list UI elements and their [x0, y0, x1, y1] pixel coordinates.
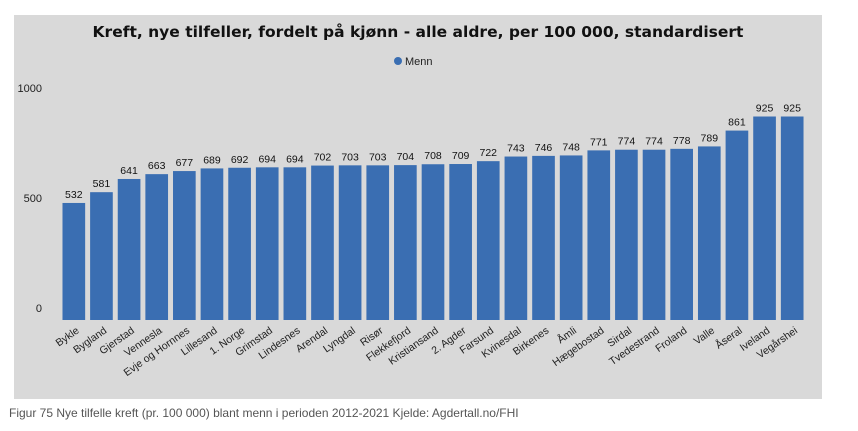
data-label: 925: [756, 103, 774, 115]
data-label: 694: [286, 153, 304, 165]
bar: [559, 155, 583, 320]
y-axis: 0 500 1000: [18, 83, 42, 315]
bars: [62, 116, 804, 320]
bar: [587, 150, 611, 320]
bar: [366, 165, 390, 320]
bar: [753, 116, 776, 320]
y-tick-label: 1000: [18, 83, 42, 95]
legend-label: Menn: [405, 56, 433, 68]
data-label: 703: [341, 151, 359, 163]
value-labels: 532 581 641 663 677 689 692 694 694 702 703 703 704 7…: [65, 103, 801, 201]
data-label: 692: [231, 154, 249, 166]
bar-chart: Kreft, nye tilfeller, fordelt på kjønn -…: [18, 22, 804, 379]
data-label: 746: [535, 142, 553, 154]
data-label: 703: [369, 151, 387, 163]
data-label: 708: [424, 150, 442, 162]
data-label: 778: [673, 135, 691, 147]
data-label: 641: [120, 165, 138, 177]
bar: [62, 202, 86, 320]
bar: [200, 168, 224, 320]
bar: [283, 167, 307, 320]
data-label: 694: [258, 153, 276, 165]
figure-caption: Figur 75 Nye tilfelle kreft (pr. 100 000…: [9, 406, 519, 420]
data-label: 663: [148, 160, 166, 172]
y-tick-label: 0: [36, 303, 42, 315]
bar: [117, 178, 141, 320]
data-label: 774: [618, 136, 636, 148]
data-label: 581: [93, 178, 111, 190]
category-label: Froland: [653, 325, 689, 355]
bar: [780, 116, 804, 320]
bar: [449, 164, 472, 320]
bar: [532, 155, 555, 320]
data-label: 702: [314, 152, 332, 164]
legend-marker: [394, 57, 402, 65]
chart-panel: Kreft, nye tilfeller, fordelt på kjønn -…: [14, 15, 822, 399]
bar: [725, 130, 749, 320]
bar: [670, 148, 693, 320]
bar: [90, 192, 113, 320]
bar: [642, 149, 666, 320]
bar: [173, 171, 196, 320]
data-label: 689: [203, 154, 221, 166]
bar: [697, 146, 721, 320]
data-label: 774: [645, 136, 663, 148]
bar: [145, 174, 169, 320]
data-label: 704: [397, 151, 415, 163]
data-label: 748: [562, 141, 580, 153]
bar: [394, 165, 417, 320]
category-label: Hægebostad: [550, 325, 606, 369]
y-tick-label: 500: [24, 193, 42, 205]
bar: [615, 149, 638, 320]
data-label: 925: [783, 103, 801, 115]
bar: [255, 167, 279, 320]
chart-title: Kreft, nye tilfeller, fordelt på kjønn -…: [93, 22, 744, 41]
category-label: Valle: [692, 325, 718, 348]
data-label: 771: [590, 136, 608, 148]
data-label: 789: [701, 132, 719, 144]
bar: [228, 167, 251, 320]
category-label: Lyngdal: [321, 325, 358, 356]
bar: [311, 165, 334, 320]
legend: Menn: [394, 56, 433, 68]
data-label: 722: [479, 147, 497, 159]
data-label: 709: [452, 150, 470, 162]
bar: [338, 165, 362, 320]
data-label: 677: [176, 157, 194, 169]
bar: [476, 161, 500, 320]
bar: [504, 156, 528, 320]
bar: [421, 164, 445, 320]
data-label: 532: [65, 189, 83, 201]
data-label: 743: [507, 143, 525, 155]
data-label: 861: [728, 117, 746, 129]
